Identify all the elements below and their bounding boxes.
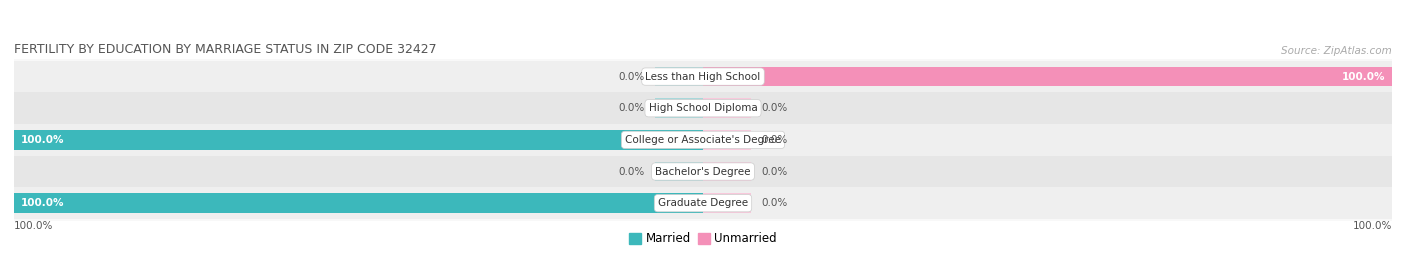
Text: Less than High School: Less than High School bbox=[645, 72, 761, 82]
Text: 100.0%: 100.0% bbox=[21, 198, 65, 208]
Text: FERTILITY BY EDUCATION BY MARRIAGE STATUS IN ZIP CODE 32427: FERTILITY BY EDUCATION BY MARRIAGE STATU… bbox=[14, 43, 437, 56]
Text: 100.0%: 100.0% bbox=[14, 221, 53, 231]
Text: 0.0%: 0.0% bbox=[619, 72, 644, 82]
Text: Graduate Degree: Graduate Degree bbox=[658, 198, 748, 208]
Bar bbox=[14, 124, 1392, 156]
Bar bbox=[655, 67, 703, 86]
Text: 100.0%: 100.0% bbox=[1341, 72, 1385, 82]
Text: High School Diploma: High School Diploma bbox=[648, 103, 758, 113]
Legend: Married, Unmarried: Married, Unmarried bbox=[624, 228, 782, 250]
Bar bbox=[703, 130, 751, 150]
Text: 0.0%: 0.0% bbox=[762, 167, 787, 176]
Text: 100.0%: 100.0% bbox=[21, 135, 65, 145]
Text: 0.0%: 0.0% bbox=[762, 198, 787, 208]
Bar bbox=[655, 98, 703, 118]
Text: College or Associate's Degree: College or Associate's Degree bbox=[626, 135, 780, 145]
Text: 0.0%: 0.0% bbox=[762, 103, 787, 113]
Bar bbox=[703, 193, 751, 213]
Text: Bachelor's Degree: Bachelor's Degree bbox=[655, 167, 751, 176]
Bar bbox=[14, 93, 1392, 124]
Bar bbox=[703, 67, 1392, 86]
Bar bbox=[703, 98, 751, 118]
Text: 0.0%: 0.0% bbox=[762, 135, 787, 145]
Bar bbox=[655, 162, 703, 181]
Text: 100.0%: 100.0% bbox=[1353, 221, 1392, 231]
Bar bbox=[14, 193, 703, 213]
Bar bbox=[14, 61, 1392, 93]
Bar bbox=[14, 156, 1392, 187]
Text: 0.0%: 0.0% bbox=[619, 167, 644, 176]
Text: Source: ZipAtlas.com: Source: ZipAtlas.com bbox=[1281, 46, 1392, 56]
Bar bbox=[703, 162, 751, 181]
Bar bbox=[14, 187, 1392, 219]
Bar bbox=[14, 130, 703, 150]
Text: 0.0%: 0.0% bbox=[619, 103, 644, 113]
